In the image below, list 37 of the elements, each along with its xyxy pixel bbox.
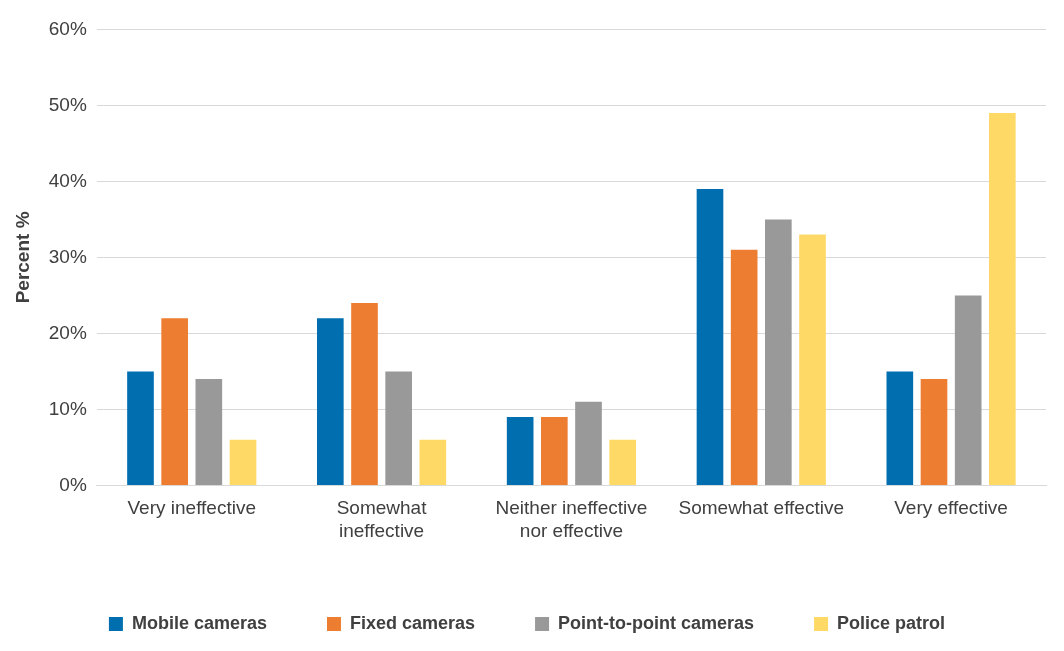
bar <box>161 318 188 485</box>
bar <box>127 371 154 485</box>
legend-label: Mobile cameras <box>131 612 267 633</box>
y-tick-label: 30% <box>48 245 87 267</box>
legend-label: Fixed cameras <box>349 612 476 633</box>
bar <box>317 318 344 485</box>
bar <box>385 371 412 485</box>
y-axis-title: Percent % <box>11 211 33 304</box>
y-tick-label: 20% <box>48 321 87 343</box>
bar <box>419 439 447 485</box>
bar <box>954 295 982 485</box>
y-tick-label: 50% <box>48 93 87 115</box>
legend-label: Point-to-point cameras <box>558 612 755 633</box>
y-tick-label: 60% <box>48 17 87 39</box>
x-tick-label: Neither ineffective nor effective <box>495 497 648 541</box>
bar <box>506 417 534 485</box>
bar <box>799 234 826 485</box>
y-tick-label: 0% <box>59 473 87 495</box>
bar <box>351 303 378 485</box>
bar <box>541 417 568 485</box>
bar <box>195 379 223 485</box>
bar <box>730 249 758 485</box>
bar <box>765 219 792 485</box>
bar <box>229 439 257 485</box>
x-tick-label: Somewhat ineffective <box>336 497 428 541</box>
legend-label: Police patrol <box>837 612 946 633</box>
x-tick-label: Very ineffective <box>127 497 256 519</box>
x-tick-label: Somewhat effective <box>678 497 844 519</box>
bar <box>920 379 948 485</box>
bar <box>886 371 914 485</box>
x-tick-label: Very effective <box>894 497 1008 519</box>
bar <box>989 113 1016 485</box>
y-tick-label: 10% <box>48 397 87 419</box>
bar <box>696 189 724 485</box>
bar <box>575 401 602 485</box>
bar <box>609 439 636 485</box>
y-tick-label: 40% <box>48 169 87 191</box>
